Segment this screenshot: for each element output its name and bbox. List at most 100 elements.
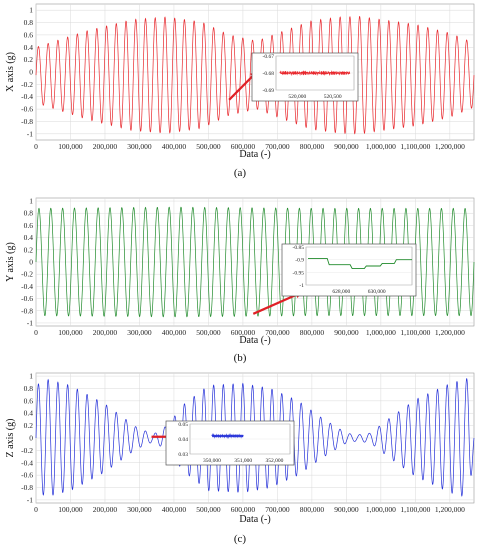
y-axis-label-a: X axis (g) <box>5 52 16 92</box>
inset-y-tick-label: -0.9 <box>295 258 304 264</box>
x-tick-label: 1,100,000 <box>400 505 430 514</box>
y-tick-label: 1 <box>29 372 33 381</box>
x-tick-label: 300,000 <box>127 142 152 151</box>
inset-y-tick-label: -0.85 <box>293 245 305 251</box>
x-tick-label: 700,000 <box>265 505 290 514</box>
y-tick-label: 0.4 <box>24 409 34 418</box>
x-axis-label-b: Data (-) <box>239 335 270 346</box>
y-tick-label: 0.8 <box>24 384 34 393</box>
y-tick-label: -1 <box>27 318 33 327</box>
inset-x-tick-label: 520,000 <box>288 94 306 100</box>
panel-b: 1 0.8 0.6 0.4 0.2 0 -0.2 -0.4 -0.6 -0.8 -1 0 100,00… <box>5 197 475 364</box>
inset-x-tick-label: 350,000 <box>203 458 221 464</box>
x-ticks-b: 0 100,000 200,000 300,000 400,000 500,000 600,… <box>34 328 465 337</box>
y-tick-label: 0.4 <box>24 43 34 52</box>
inset-x-tick-label: 351,000 <box>234 458 252 464</box>
x-axis-label-a: Data (-) <box>239 149 270 160</box>
x-tick-label: 900,000 <box>334 505 359 514</box>
y-tick-label: 0.8 <box>24 209 34 218</box>
y-tick-label: 0.2 <box>24 421 34 430</box>
x-tick-label: 400,000 <box>162 505 187 514</box>
y-axis-label-c: Z axis (g) <box>5 419 16 458</box>
x-tick-label: 900,000 <box>334 142 359 151</box>
inset-b: -0.85 -0.9 -0.95 -1 628,000 630,000 <box>252 243 417 315</box>
y-tick-label: 0.2 <box>24 55 34 64</box>
inset-y-tick-label: 0.05 <box>178 422 188 428</box>
y-tick-label: -0.4 <box>21 92 33 101</box>
x-tick-label: 1,100,000 <box>400 328 430 337</box>
x-tick-label: 400,000 <box>162 328 187 337</box>
y-tick-label: -1 <box>27 495 33 504</box>
y-tick-label: -0.4 <box>21 282 33 291</box>
x-tick-label: 1,200,000 <box>435 505 465 514</box>
x-tick-label: 1,000,000 <box>366 328 396 337</box>
panel-c: 1 0.8 0.6 0.4 0.2 0 -0.2 -0.4 -0.6 -0.8 -1 0 100,00… <box>5 372 475 545</box>
y-tick-label: -0.6 <box>21 471 33 480</box>
y-tick-label: 0.6 <box>24 396 34 405</box>
inset-signal-line <box>308 257 412 269</box>
inset-y-tick-label: -0.67 <box>263 54 275 60</box>
inset-signal-line <box>279 70 351 77</box>
x-ticks-a: 0 100,000 200,000 300,000 400,000 500,000 600,… <box>34 142 465 151</box>
y-tick-label: 0.6 <box>24 221 34 230</box>
x-tick-label: 500,000 <box>196 142 221 151</box>
panel-label-b: (b) <box>234 352 247 364</box>
x-tick-label: 300,000 <box>127 505 152 514</box>
inset-c: 0.05 0.04 0.03 350,000 351,000 352,000 <box>151 420 295 466</box>
y-axis-label-b: Y axis (g) <box>5 242 16 282</box>
y-ticks-a: 1 0.8 0.6 0.4 0.2 0 -0.2 -0.4 -0.6 -0.8 -1 <box>21 6 33 139</box>
y-tick-label: -0.8 <box>21 117 33 126</box>
y-tick-label: -0.2 <box>21 446 33 455</box>
x-tick-label: 800,000 <box>300 505 325 514</box>
x-tick-label: 800,000 <box>300 328 325 337</box>
y-tick-label: -0.8 <box>21 483 33 492</box>
series-line-y-axis <box>35 206 475 318</box>
x-tick-label: 500,000 <box>196 505 221 514</box>
inset-x-tick-label: 630,000 <box>368 289 386 295</box>
x-tick-label: 400,000 <box>162 142 187 151</box>
inset-y-tick-label: -0.95 <box>293 270 305 276</box>
y-ticks-c: 1 0.8 0.6 0.4 0.2 0 -0.2 -0.4 -0.6 -0.8 -1 <box>21 372 33 505</box>
inset-x-tick-label: 628,000 <box>332 289 350 295</box>
y-tick-label: 0.2 <box>24 245 34 254</box>
y-tick-label: 0.4 <box>24 233 34 242</box>
inset-y-tick-label: -1 <box>299 283 304 289</box>
x-tick-label: 1,100,000 <box>400 142 430 151</box>
panel-a: 1 0.8 0.6 0.4 0.2 0 -0.2 -0.4 -0.6 -0.8 -1 0 100,00… <box>5 3 475 179</box>
x-tick-label: 500,000 <box>196 328 221 337</box>
inset-a: -0.67 -0.68 -0.69 520,000 520,500 <box>228 52 359 102</box>
x-tick-label: 0 <box>34 505 38 514</box>
x-axis-label-c: Data (-) <box>239 514 270 525</box>
x-tick-label: 200,000 <box>93 142 118 151</box>
x-tick-label: 700,000 <box>265 328 290 337</box>
inset-x-tick-label: 352,000 <box>265 458 283 464</box>
panel-label-a: (a) <box>234 167 247 179</box>
inset-y-tick-label: 0.04 <box>178 437 188 443</box>
inset-y-tick-label: -0.69 <box>263 88 275 94</box>
x-tick-label: 100,000 <box>58 505 83 514</box>
x-tick-label: 100,000 <box>58 142 83 151</box>
panel-label-c: (c) <box>234 533 247 545</box>
inset-plot-area <box>305 246 413 286</box>
x-tick-label: 200,000 <box>93 505 118 514</box>
x-tick-label: 1,000,000 <box>366 505 396 514</box>
y-tick-label: 1 <box>29 197 33 206</box>
x-tick-label: 1,200,000 <box>435 142 465 151</box>
x-tick-label: 1,000,000 <box>366 142 396 151</box>
x-tick-label: 600,000 <box>231 328 256 337</box>
x-tick-label: 0 <box>34 142 38 151</box>
x-tick-label: 700,000 <box>265 142 290 151</box>
x-tick-label: 1,200,000 <box>435 328 465 337</box>
y-tick-label: 0 <box>29 434 33 443</box>
x-ticks-c: 0 100,000 200,000 300,000 400,000 500,000 600,… <box>34 505 465 514</box>
y-tick-label: -0.6 <box>21 105 33 114</box>
y-tick-label: -0.4 <box>21 458 33 467</box>
x-tick-label: 0 <box>34 328 38 337</box>
x-tick-label: 300,000 <box>127 328 152 337</box>
x-tick-label: 100,000 <box>58 328 83 337</box>
y-tick-label: 0 <box>29 68 33 77</box>
inset-y-tick-label: -0.68 <box>263 71 275 77</box>
x-tick-label: 600,000 <box>231 505 256 514</box>
y-tick-label: -0.2 <box>21 270 33 279</box>
y-tick-label: 1 <box>29 6 33 15</box>
